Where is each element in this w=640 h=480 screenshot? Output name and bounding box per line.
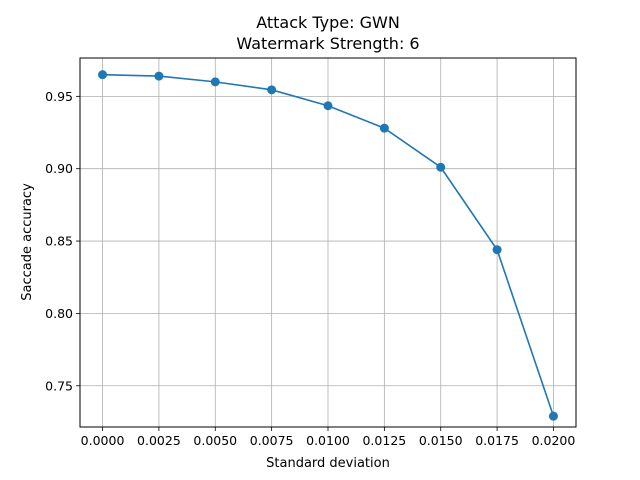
grid — [80, 58, 576, 427]
y-tick-label: 0.95 — [45, 89, 73, 104]
series — [98, 70, 558, 421]
chart-title-line1: Attack Type: GWN — [256, 13, 400, 32]
data-point — [436, 162, 446, 172]
chart-title-line2: Watermark Strength: 6 — [236, 34, 419, 53]
x-tick-label: 0.0150 — [419, 433, 463, 448]
y-tick-label: 0.80 — [45, 306, 73, 321]
data-point — [323, 101, 333, 111]
y-axis-label: Saccade accuracy — [20, 183, 35, 301]
data-point — [492, 245, 502, 255]
x-tick-label: 0.0200 — [532, 433, 576, 448]
x-tick-label: 0.0050 — [193, 433, 237, 448]
x-axis-label: Standard deviation — [266, 456, 390, 471]
y-tick-label: 0.90 — [45, 161, 73, 176]
x-tick-label: 0.0125 — [362, 433, 406, 448]
x-tick-label: 0.0000 — [81, 433, 125, 448]
x-tick-label: 0.0175 — [475, 433, 519, 448]
x-tick-label: 0.0075 — [250, 433, 294, 448]
data-point — [267, 85, 277, 95]
y-tick-label: 0.75 — [45, 378, 73, 393]
data-point — [379, 123, 389, 133]
x-tick-label: 0.0025 — [137, 433, 181, 448]
data-point — [548, 411, 558, 421]
data-point — [210, 77, 220, 87]
ticks: 0.0000 0.0025 0.0050 0.0075 0.0100 0.0125 0.01… — [45, 89, 575, 448]
data-point — [154, 71, 164, 81]
x-tick-label: 0.0100 — [306, 433, 350, 448]
data-point — [98, 70, 108, 80]
y-tick-label: 0.85 — [45, 234, 73, 249]
